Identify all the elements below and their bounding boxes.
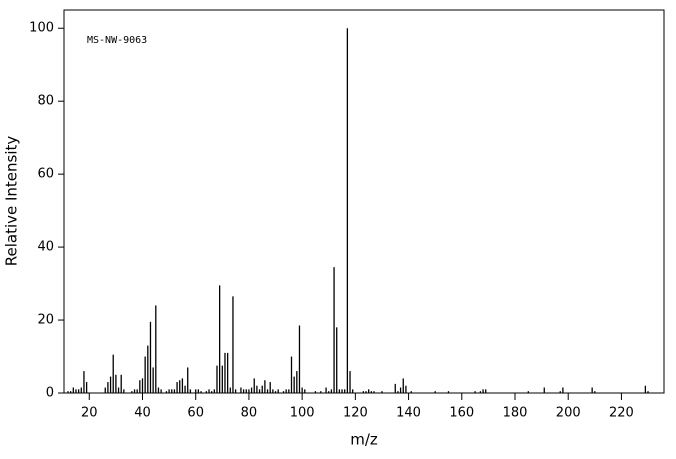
- y-axis-label: Relative Intensity: [3, 136, 21, 267]
- annotation: MS-NW-9063: [87, 35, 147, 46]
- x-tick-label: 40: [134, 406, 151, 421]
- x-tick-label: 160: [449, 406, 474, 421]
- y-tick-label: 0: [46, 386, 54, 401]
- x-tick-label: 200: [556, 406, 581, 421]
- y-tick-label: 60: [37, 167, 54, 182]
- x-tick-label: 60: [187, 406, 204, 421]
- y-tick-label: 100: [29, 21, 54, 36]
- x-axis-label: m/z: [350, 431, 378, 449]
- y-tick-label: 20: [37, 313, 54, 328]
- x-tick-label: 120: [343, 406, 368, 421]
- x-tick-label: 140: [396, 406, 421, 421]
- y-tick-label: 80: [37, 94, 54, 109]
- x-tick-label: 180: [503, 406, 528, 421]
- y-tick-label: 40: [37, 240, 54, 255]
- x-tick-label: 80: [241, 406, 258, 421]
- x-tick-label: 20: [81, 406, 98, 421]
- plot-frame: [63, 9, 665, 394]
- x-tick-label: 100: [290, 406, 315, 421]
- x-tick-label: 220: [609, 406, 634, 421]
